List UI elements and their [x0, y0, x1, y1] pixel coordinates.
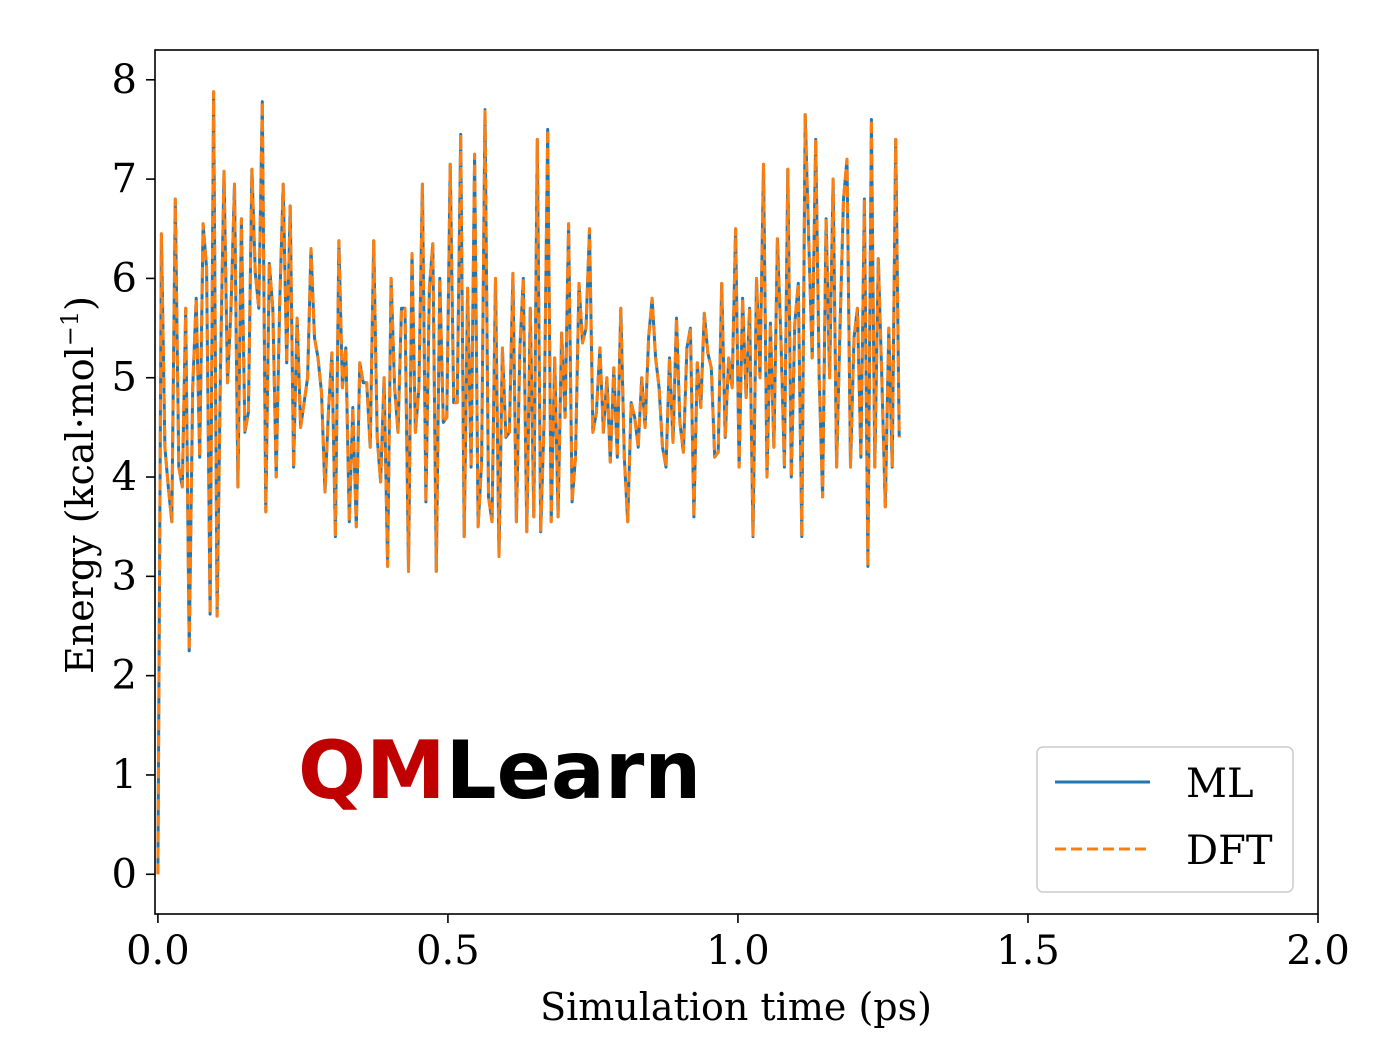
legend: ML DFT: [1036, 746, 1294, 893]
qmlearn-logo: QMLearn: [298, 724, 701, 817]
x-tick-label: 0.5: [416, 928, 480, 974]
y-axis-label-superscript: −1: [56, 311, 84, 346]
x-tick-label: 1.0: [706, 928, 770, 974]
y-tick-label: 4: [112, 454, 137, 500]
y-tick-label: 8: [112, 57, 137, 103]
y-tick-label: 3: [112, 553, 137, 599]
series-line-dft: [156, 90, 901, 875]
y-tick-label: 1: [112, 752, 137, 798]
y-tick-label: 6: [112, 255, 137, 301]
x-axis-label: Simulation time (ps): [540, 985, 932, 1029]
y-tick-label: 7: [112, 156, 137, 202]
x-tick-label: 0.0: [126, 928, 190, 974]
y-tick-label: 0: [112, 851, 137, 897]
plot-frame: [154, 49, 1319, 915]
y-tick-label: 5: [112, 355, 137, 401]
y-axis: 0 1 2 3 4 5 6 7 8: [112, 57, 155, 897]
x-tick-label: 2.0: [1286, 928, 1350, 974]
y-axis-label: Energy (kcal·mol−1): [56, 296, 102, 674]
x-tick-label: 1.5: [996, 928, 1060, 974]
legend-label-dft: DFT: [1186, 828, 1273, 874]
y-axis-label-close: ): [58, 296, 102, 311]
series-layer: [156, 90, 901, 875]
logo-part-learn: Learn: [446, 724, 702, 817]
logo-part-qm: QM: [298, 724, 446, 817]
y-axis-label-main: Energy (kcal·mol: [58, 346, 102, 674]
y-tick-label: 2: [112, 653, 137, 699]
x-axis: 0.0 0.5 1.0 1.5 2.0: [126, 914, 1350, 974]
legend-label-ml: ML: [1186, 761, 1254, 807]
